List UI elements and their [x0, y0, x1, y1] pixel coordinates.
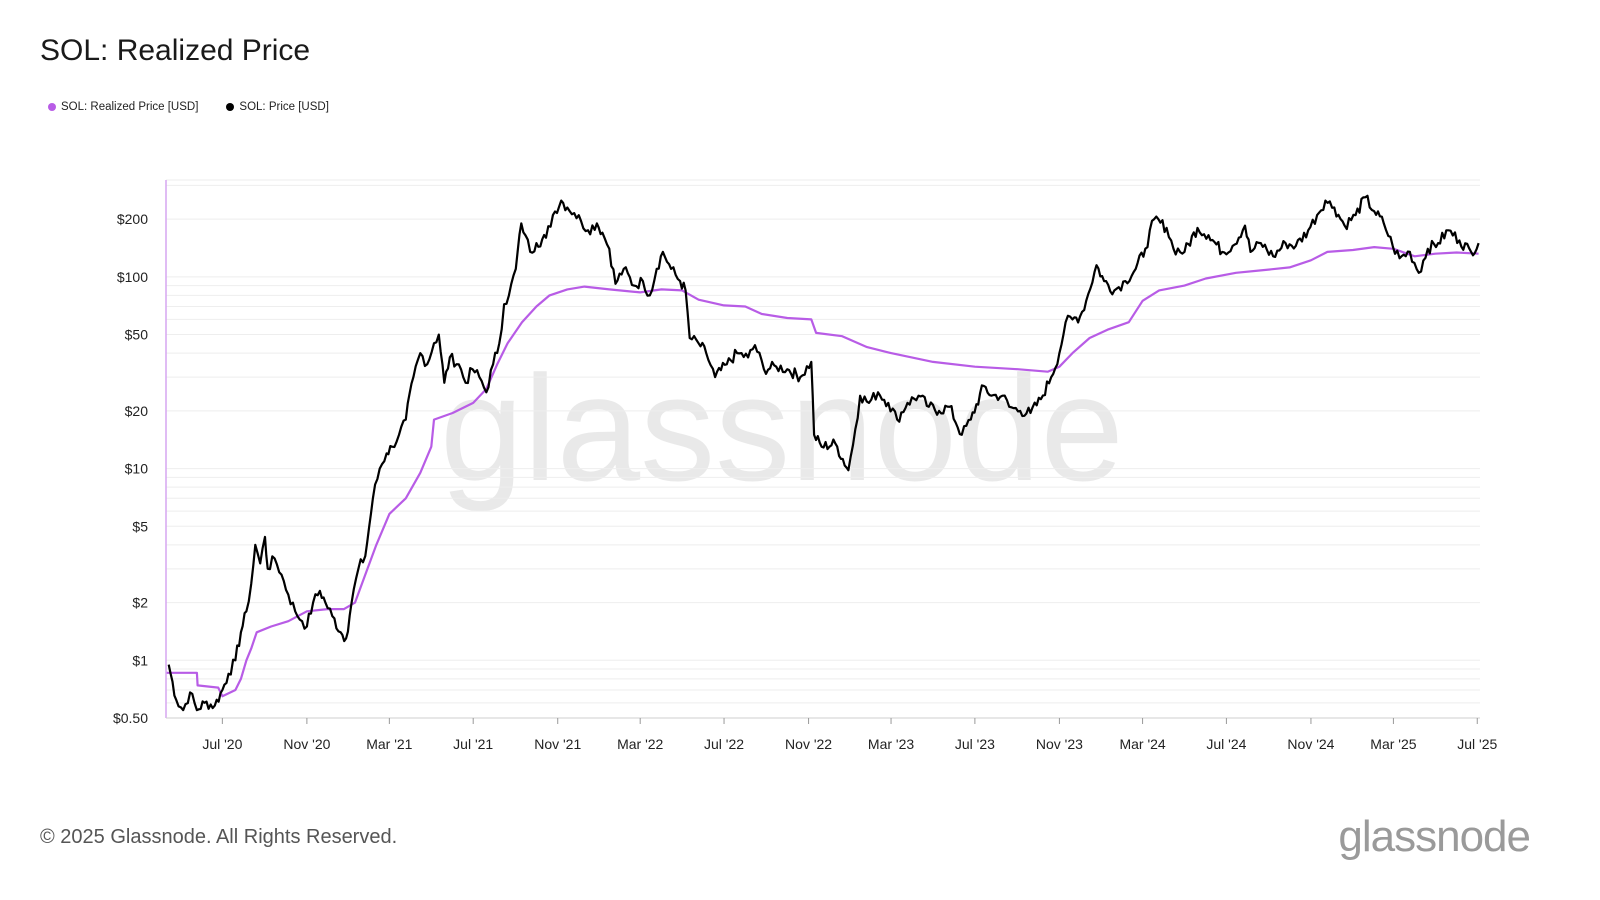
- y-tick-label: $1: [132, 652, 148, 668]
- x-tick-label: Nov '21: [534, 736, 581, 752]
- y-tick-label: $0.50: [113, 710, 148, 726]
- y-axis: $0.50 $1 $2 $5 $10 $20 $50 $100 $200: [113, 211, 148, 726]
- series-line-price[interactable]: [167, 194, 1480, 712]
- x-tick-label: Nov '23: [1036, 736, 1083, 752]
- legend-item-price[interactable]: SOL: Price [USD]: [226, 101, 329, 113]
- legend-dot-price: [226, 103, 235, 111]
- series-line-realized-price[interactable]: [166, 246, 1479, 698]
- y-tick-label: $20: [125, 403, 149, 419]
- legend-dot-realized-price: [48, 103, 56, 111]
- y-tick-label: $2: [132, 595, 148, 611]
- x-tick-label: Jul '24: [1206, 736, 1246, 752]
- legend-label-price: SOL: Price [USD]: [239, 101, 329, 113]
- x-tick-label: Jul '20: [202, 736, 242, 752]
- chart-canvas[interactable]: glassnode $0.50$1$2$5$10$20$50$100$200 J…: [0, 0, 1600, 800]
- x-tick-label: Mar '25: [1370, 736, 1416, 752]
- x-tick-label: Jul '21: [453, 736, 493, 752]
- x-axis: Jul '20 Nov '20 Mar '21 Jul '21 Nov '21 Mar '…: [202, 718, 1497, 752]
- legend-item-realized-price[interactable]: SOL: Realized Price [USD]: [48, 101, 198, 113]
- x-tick-label: Jul '23: [955, 736, 995, 752]
- grid-lines: [165, 179, 1480, 719]
- x-tick-label: Mar '21: [366, 736, 412, 752]
- glassnode-logo: glassnode: [1338, 812, 1531, 861]
- x-tick-label: Nov '20: [283, 736, 330, 752]
- series-layer: [166, 194, 1480, 712]
- x-tick-label: Nov '22: [785, 736, 832, 752]
- x-tick-label: Mar '23: [868, 736, 914, 752]
- copyright-text: © 2025 Glassnode. All Rights Reserved.: [40, 826, 398, 848]
- legend-label-realized-price: SOL: Realized Price [USD]: [61, 101, 199, 113]
- x-tick-label: Jul '22: [704, 736, 744, 752]
- x-tick-label: Mar '24: [1119, 736, 1165, 752]
- x-tick-label: Nov '24: [1287, 736, 1334, 752]
- x-tick-label: Mar '22: [617, 736, 663, 752]
- chart-legend: SOL: Realized Price [USD] SOL: Price [US…: [48, 101, 329, 113]
- y-tick-label: $5: [132, 518, 148, 534]
- y-tick-label: $50: [125, 327, 149, 343]
- y-tick-label: $100: [117, 269, 148, 285]
- chart-title: SOL: Realized Price: [40, 34, 311, 67]
- y-tick-label: $200: [117, 211, 148, 227]
- x-tick-label: Jul '25: [1457, 736, 1497, 752]
- y-tick-label: $10: [125, 461, 149, 477]
